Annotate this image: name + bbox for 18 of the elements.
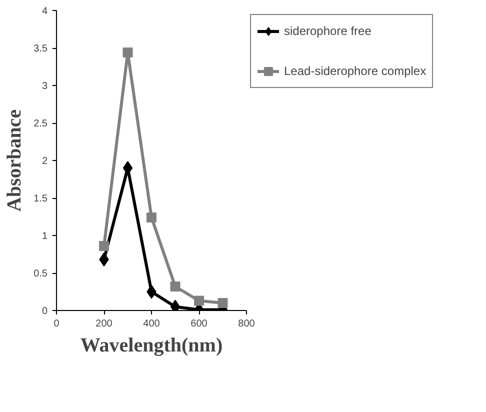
x-axis-title: Wavelength(nm) [80,334,223,356]
x-tick-label: 400 [143,318,160,330]
y-tick-label: 3 [42,81,48,92]
y-tick-label: 2.5 [34,118,48,130]
y-tick-label: 1 [42,231,48,242]
x-tick-label: 600 [190,318,208,330]
y-tick-label: 4 [42,6,48,17]
x-tick-label: 0 [54,318,60,330]
x-tick-label: 200 [96,318,113,330]
x-tick-label: 800 [238,318,256,330]
legend-label: Lead-siderophore complex [284,64,426,78]
y-tick-label: 2 [42,156,48,167]
y-axis-title: Absorbance [4,109,26,212]
y-tick-label: 0 [42,306,48,317]
y-tick-label: 3.5 [34,44,48,54]
y-tick-label: 1.5 [34,194,48,204]
y-tick-label: 0.5 [34,268,48,280]
legend-label: siderophore free [284,24,372,38]
